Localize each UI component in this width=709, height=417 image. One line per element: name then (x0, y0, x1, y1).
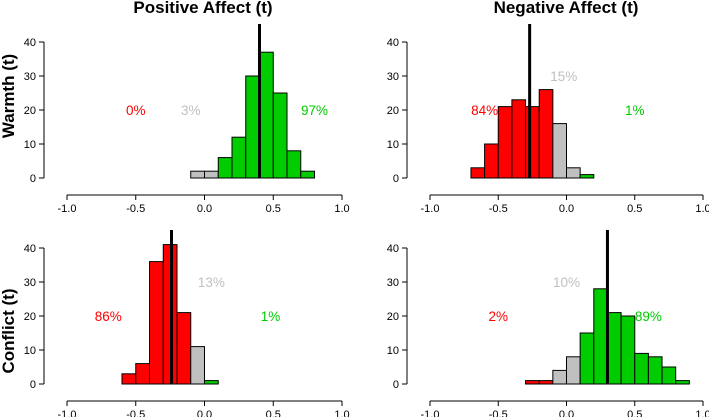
y-tick-label: 30 (24, 71, 36, 83)
histogram-bar (511, 99, 527, 179)
percentage-label-positive: 97% (301, 103, 328, 118)
x-tick-label: 0.5 (627, 203, 642, 215)
y-tick-label: 30 (387, 277, 399, 289)
x-tick-label: 0.5 (266, 409, 281, 417)
x-tick-label: 0.0 (559, 203, 574, 215)
y-tick-label: 10 (387, 345, 399, 357)
x-tick-label: -0.5 (489, 203, 508, 215)
histogram-bar (300, 170, 315, 179)
x-tick-label: -1.0 (421, 203, 440, 215)
histogram-bar (552, 123, 567, 179)
y-tick-label: 20 (387, 311, 399, 323)
histogram-bar (566, 167, 581, 179)
column-title-positive-affect: Positive Affect (t) (133, 0, 272, 17)
histogram-bar (497, 106, 513, 179)
x-tick-label: -0.5 (126, 203, 145, 215)
histogram-panel-3: -1.0 -0.5 0.0 0.5 1.0 0 10 20 30 40 86% 13% 1% (24, 230, 350, 417)
y-tick-label: 40 (387, 243, 399, 255)
y-tick-label: 30 (24, 277, 36, 289)
y-tick-label: 0 (393, 173, 399, 185)
x-tick-label: 0.0 (197, 409, 212, 417)
histogram-bar (620, 315, 636, 385)
y-tick-label: 0 (30, 379, 36, 391)
histogram-bar (579, 174, 595, 179)
histogram-bar (525, 106, 540, 179)
percentage-label-positive: 1% (625, 103, 645, 118)
histogram-bar (675, 380, 690, 385)
percentage-label-null: 3% (181, 103, 201, 118)
y-tick-label: 10 (24, 345, 36, 357)
x-tick-label: 0.5 (266, 203, 281, 215)
x-tick-label: -1.0 (421, 409, 440, 417)
histogram-bar (566, 356, 581, 385)
x-tick-label: -1.0 (58, 203, 77, 215)
percentage-label-positive: 89% (635, 309, 662, 324)
y-tick-label: 10 (24, 139, 36, 151)
column-title-negative-affect: Negative Affect (t) (494, 0, 639, 17)
histogram-panel-2: -1.0 -0.5 0.0 0.5 1.0 0 10 20 30 40 84% 15% 1% (387, 24, 709, 215)
x-tick-label: -0.5 (489, 409, 508, 417)
histogram-bar (470, 167, 486, 179)
percentage-label-null: 15% (550, 69, 577, 84)
histogram-bar (190, 346, 205, 385)
row-label-conflict: Conflict (t) (0, 289, 18, 374)
x-tick-label: 1.0 (334, 203, 349, 215)
histogram-bar (204, 380, 219, 385)
histogram-bar (606, 312, 622, 385)
histogram-bar (245, 75, 260, 179)
histogram-bar (552, 369, 567, 385)
percentage-label-null: 13% (198, 275, 225, 290)
x-tick-label: 0.0 (197, 203, 212, 215)
histogram-bar (593, 288, 608, 385)
histogram-bar (272, 92, 288, 179)
histogram-bar (634, 352, 649, 385)
y-tick-label: 0 (393, 379, 399, 391)
histogram-bar (579, 332, 595, 385)
x-tick-label: 1.0 (695, 203, 709, 215)
histogram-bar (176, 312, 192, 385)
x-tick-label: 1.0 (695, 409, 709, 417)
y-tick-label: 10 (387, 139, 399, 151)
histogram-bar (484, 143, 499, 179)
y-tick-label: 40 (24, 37, 36, 49)
percentage-label-positive: 1% (261, 309, 281, 324)
histogram-bar (121, 373, 137, 385)
y-tick-label: 40 (24, 243, 36, 255)
percentage-label-negative: 2% (488, 309, 508, 324)
histogram-bar (135, 363, 150, 385)
y-tick-label: 20 (24, 311, 36, 323)
histogram-bar (217, 157, 233, 179)
y-tick-label: 30 (387, 71, 399, 83)
x-tick-label: -1.0 (58, 409, 77, 417)
percentage-label-null: 10% (553, 275, 580, 290)
x-tick-label: -0.5 (126, 409, 145, 417)
histogram-bar (525, 380, 540, 385)
histogram-bar (149, 261, 164, 385)
histogram-bar (204, 170, 219, 179)
x-tick-label: 1.0 (334, 409, 349, 417)
x-tick-label: 0.5 (627, 409, 642, 417)
percentage-label-negative: 0% (126, 103, 146, 118)
row-label-warmth: Warmth (t) (0, 54, 18, 138)
histogram-bar (231, 136, 247, 179)
histogram-panel-1: -1.0 -0.5 0.0 0.5 1.0 0 10 20 30 40 0% 3% 97% (24, 24, 350, 215)
histogram-bar (647, 356, 663, 385)
histogram-bar (538, 89, 554, 179)
y-tick-label: 20 (24, 105, 36, 117)
y-tick-label: 40 (387, 37, 399, 49)
histogram-bar (286, 150, 302, 179)
percentage-label-negative: 84% (471, 103, 498, 118)
percentage-label-negative: 86% (95, 309, 122, 324)
histogram-bar (661, 366, 677, 385)
histogram-bar (538, 380, 554, 385)
y-tick-label: 0 (30, 173, 36, 185)
histogram-bar (190, 170, 205, 179)
histogram-bar (259, 51, 274, 179)
y-tick-label: 20 (387, 105, 399, 117)
histogram-panel-4: -1.0 -0.5 0.0 0.5 1.0 0 10 20 30 40 2% 10% 89% (387, 230, 709, 417)
x-tick-label: 0.0 (559, 409, 574, 417)
